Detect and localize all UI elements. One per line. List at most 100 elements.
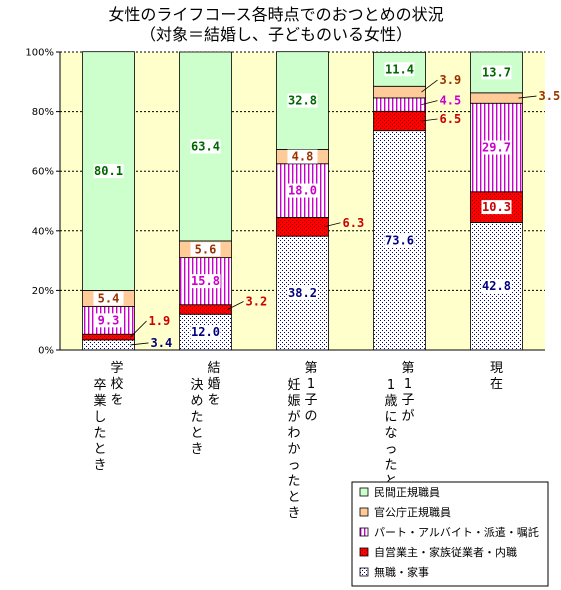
value-label-bg: [190, 274, 221, 289]
category-label-char: と: [287, 490, 300, 505]
legend-label: 自営業主・家族従業者・内職: [374, 545, 517, 559]
value-label-bg: [190, 242, 221, 257]
legend-label: 無職・家事: [374, 565, 429, 579]
value-label: 6.5: [440, 112, 462, 126]
legend-swatch: [359, 507, 369, 517]
legend-swatch: [359, 527, 369, 537]
leader-line: [130, 320, 147, 338]
value-label: 3.4: [151, 336, 173, 350]
category-label-char: わ: [287, 426, 300, 441]
category-label-char: 第: [304, 361, 317, 376]
bar-segment: [276, 216, 329, 237]
value-label-bg: [93, 164, 124, 179]
bar-segment: [373, 110, 426, 132]
value-label: 11.4: [385, 62, 414, 76]
category-label-char: 決: [190, 378, 203, 393]
leader-line: [227, 301, 244, 310]
bar-segment: [373, 97, 426, 112]
value-label-bg: [384, 233, 415, 248]
value-label-bg: [190, 139, 221, 154]
category-label-char: な: [384, 426, 397, 441]
category-label-char: を: [110, 393, 123, 408]
value-label: 9.3: [98, 313, 120, 327]
value-labels: 3.4 1.9 9.3 5.4 80.1 12.0 3.2 15.8 5.6 63.4 38.2 6.…: [93, 62, 560, 350]
value-label: 80.1: [94, 164, 123, 178]
legend-label: 官公庁正規職員: [374, 505, 451, 519]
value-label: 13.7: [482, 65, 511, 79]
category-label-char: の: [304, 409, 317, 424]
value-label: 12.0: [191, 325, 220, 339]
category-label-char: か: [287, 442, 300, 457]
category-label-char: め: [190, 394, 203, 409]
value-label: 4.5: [440, 94, 462, 108]
value-label-bg: [287, 93, 318, 108]
bar-segment: [373, 85, 426, 99]
leader-line: [421, 79, 438, 93]
value-label: 32.8: [288, 94, 317, 108]
value-label: 10.3: [482, 200, 511, 214]
category-label-char: 妊: [287, 378, 300, 393]
leader-line: [421, 100, 438, 105]
value-label-bg: [93, 313, 124, 328]
category-label-char: た: [190, 410, 203, 425]
category-label-char: し: [93, 410, 106, 425]
value-label-bg: [190, 325, 221, 340]
y-tick-label: 60%: [32, 167, 54, 178]
value-label-bg: [384, 62, 415, 77]
y-tick-label: 0%: [38, 346, 54, 357]
leader-line: [130, 342, 149, 346]
bar-segment: [179, 304, 232, 315]
legend-label: 民間正規職員: [374, 485, 440, 499]
category-label-char: が: [401, 409, 414, 424]
category-label-char: た: [287, 474, 300, 489]
category-label-char: 第: [401, 361, 414, 376]
value-label: 38.2: [288, 286, 317, 300]
category-label-char: 在: [490, 377, 503, 392]
value-label: 29.7: [482, 141, 511, 155]
legend-box: [351, 481, 549, 587]
value-label-bg: [287, 286, 318, 301]
value-label: 42.8: [482, 279, 511, 293]
chart-subtitle: （対象＝結婚し、子どものいる女性）: [140, 25, 412, 44]
category-label-char: 卒: [93, 378, 106, 393]
value-label: 5.4: [98, 291, 120, 305]
category-label-char: 結: [207, 361, 220, 376]
category-label-char: と: [190, 426, 203, 441]
y-tick-labels: 0% 20% 40% 60% 80% 100%: [25, 48, 60, 357]
category-label-char: 現: [490, 361, 503, 376]
value-label-bg: [481, 140, 512, 155]
category-label-char: と: [93, 442, 106, 457]
value-label: 1.9: [149, 314, 171, 328]
y-tick-label: 80%: [32, 107, 54, 118]
value-label-bg: [287, 149, 318, 164]
category-label-char: き: [93, 458, 106, 473]
value-label-bg: [481, 65, 512, 80]
value-label: 63.4: [191, 139, 220, 153]
category-label-char: っ: [287, 458, 300, 473]
chart-title: 女性のライフコース各時点でのおつとめの状況: [108, 5, 443, 24]
category-label-char: 歳: [384, 394, 397, 409]
category-label-char: を: [207, 393, 220, 408]
value-label-bg: [481, 279, 512, 294]
value-label-bg: [287, 183, 318, 198]
value-label-bg: [481, 200, 512, 215]
category-label-char: 婚: [207, 377, 220, 392]
category-label-char: に: [384, 410, 397, 425]
value-label: 3.2: [246, 294, 268, 308]
legend-label: パート・アルバイト・派遣・嘱託: [374, 525, 539, 539]
y-tick-label: 40%: [32, 226, 54, 237]
category-label-char: た: [93, 426, 106, 441]
value-label: 15.8: [191, 274, 220, 288]
bar-segment: [82, 333, 135, 341]
category-label-char: 1: [404, 377, 412, 392]
category-label-char: 校: [110, 376, 123, 392]
category-label-char: き: [190, 442, 203, 457]
value-label: 18.0: [288, 184, 317, 198]
category-label-char: っ: [384, 442, 397, 457]
legend-swatch: [359, 547, 369, 557]
legend-swatch: [359, 487, 369, 497]
bar-segment: [470, 92, 523, 104]
gridlines: [60, 51, 545, 291]
category-labels: 学校を卒業したとき結婚を決めたとき第1子の妊娠がわかったとき第1子が1歳になった…: [93, 360, 503, 521]
